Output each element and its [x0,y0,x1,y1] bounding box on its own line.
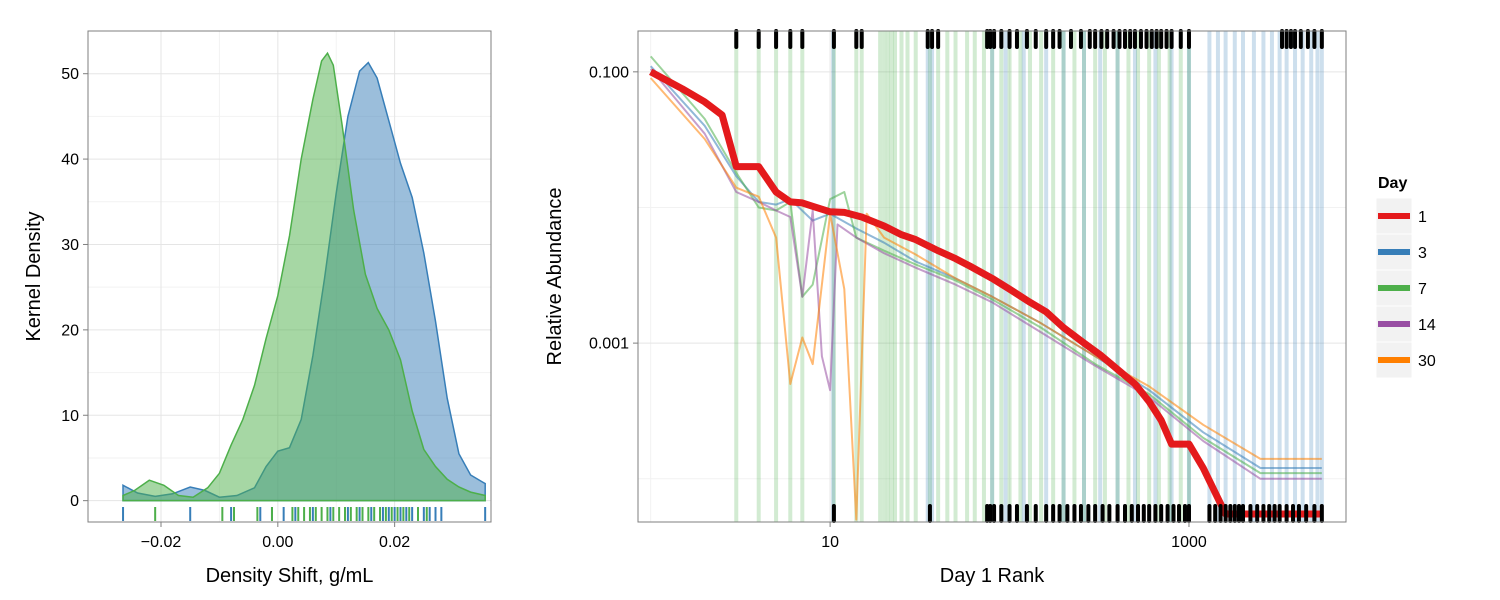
legend-entries: 1 3 7 14 30 [1375,197,1436,379]
abundance-y-axis-title: Relative Abundance [544,188,566,366]
legend: Day 1 3 7 14 30 [1375,175,1436,379]
density-y-tick-label: 20 [61,322,79,339]
legend-label-day-30: 30 [1418,353,1436,370]
abundance-lines [649,55,1322,521]
density-panel: −0.02 0.00 0.02 0 10 20 30 40 50 Density Shift,… [23,30,492,587]
density-y-tick-label: 10 [61,408,79,425]
density-y-tick-label: 50 [61,66,79,83]
abundance-plot-border [637,30,1347,523]
density-y-tick-label: 0 [70,493,79,510]
abundance-x-ticks: 10 1000 [821,522,1207,551]
abundance-y-tick-label: 0.001 [589,336,629,353]
legend-title: Day [1378,175,1407,192]
abundance-gridlines [638,31,1346,522]
abundance-x-tick-label: 10 [821,534,839,551]
density-x-tick-label: −0.02 [141,534,182,551]
abundance-y-ticks: 0.001 0.100 [589,64,638,353]
abundance-panel: 10 1000 0.001 0.100 Day 1 Rank Relative Ab… [544,29,1347,587]
abundance-x-axis-title: Day 1 Rank [940,565,1045,587]
density-areas [122,51,486,502]
density-x-ticks: −0.02 0.00 0.02 [141,522,410,551]
density-x-tick-label: 0.02 [379,534,410,551]
legend-label-day-3: 3 [1418,245,1427,262]
density-y-ticks: 0 10 20 30 40 50 [61,66,88,510]
legend-label-day-14: 14 [1418,317,1436,334]
abundance-line-day-14 [649,68,1322,480]
legend-label-day-7: 7 [1418,281,1427,298]
density-y-tick-label: 40 [61,152,79,169]
density-plot-border [87,30,492,523]
abundance-rug [734,29,1324,523]
abundance-line-day-1 [649,68,1322,518]
abundance-x-tick-label: 1000 [1171,534,1207,551]
density-x-axis-title: Density Shift, g/mL [206,565,374,587]
density-y-axis-title: Kernel Density [23,211,45,341]
density-x-tick-label: 0.00 [262,534,293,551]
density-y-tick-label: 30 [61,237,79,254]
density-rug [122,507,487,521]
abundance-y-tick-label: 0.100 [589,64,629,81]
density-area-2 [122,51,486,502]
legend-label-day-1: 1 [1418,209,1427,226]
